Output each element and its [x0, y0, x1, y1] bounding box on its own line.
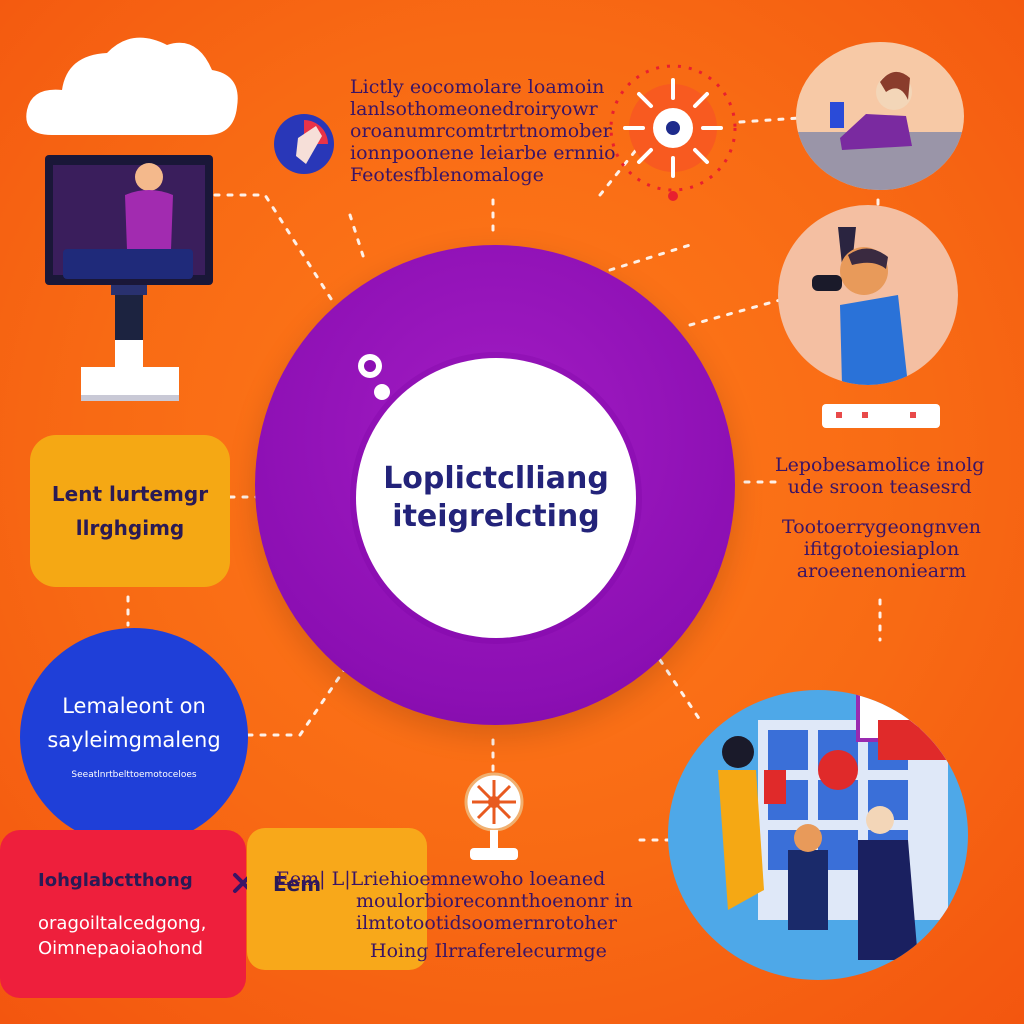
top-text-line: Feotesfblenomaloge	[350, 164, 544, 186]
card-red-line1: Iohglabctthong	[38, 869, 193, 891]
bottom-text-block: Eem| L|Lriehioemnewoho loeaned moulorbio…	[276, 868, 633, 962]
card-orange-line1: Lent lurtemgr	[51, 482, 209, 506]
central-hub: Loplictclliang iteigrelcting	[356, 358, 636, 638]
top-text-line: oroanumrcomtrtrtnomober	[350, 120, 612, 142]
person-reading-illustration	[796, 71, 964, 190]
card-red-line3: Oimnepaoiaohond	[38, 937, 203, 959]
top-text-line: ionnpoonene leiarbe ernnio	[350, 142, 616, 164]
bottom-text-line: Eem| L|Lriehioemnewoho loeaned	[276, 868, 606, 890]
right-text-block-1: Lepobesamolice inolg ude sroon teasesrd	[775, 454, 984, 498]
card-yellow-label: Eem	[273, 872, 322, 896]
right-text-line: ude sroon teasesrd	[787, 476, 972, 498]
top-text-line: lanlsothomeonedroiryowr	[350, 98, 598, 120]
crowd-photo	[668, 690, 968, 980]
top-text-block: Lictly eocomolare loamoin lanlsothomeone…	[350, 76, 616, 186]
right-text-line: Lepobesamolice inolg	[775, 454, 985, 476]
bottom-text-line: Hoing Ilrraferelecurmge	[370, 940, 607, 962]
card-blue: Lemaleont on sayleimgmaleng Seeatlnrtbel…	[20, 628, 248, 846]
person-megaphone-illustration	[812, 227, 908, 385]
hub-title-line2: iteigrelcting	[392, 499, 600, 534]
monitor-icon	[45, 155, 213, 401]
monitor-illustration	[45, 155, 215, 405]
card-red-line2: oragoiltalcedgong,	[38, 912, 207, 934]
hub-node-icon	[358, 354, 390, 400]
card-blue-line3: Seeatlnrtbelttoemotoceloes	[71, 770, 197, 780]
card-red: Iohglabctthong oragoiltalcedgong, Oimnep…	[0, 830, 246, 998]
card-orange: Lent lurtemgr llrghgimg	[30, 435, 230, 587]
cloud-icon	[26, 37, 238, 135]
card-blue-line1: Lemaleont on	[62, 694, 206, 718]
card-blue-line2: sayleimgmaleng	[47, 728, 221, 752]
top-text-line: Lictly eocomolare loamoin	[350, 76, 605, 98]
card-orange-line2: llrghgimg	[75, 516, 185, 540]
pill-badge-icon	[274, 114, 334, 174]
card-yellow: Eem	[247, 828, 427, 970]
bottom-text-line: moulorbioreconnthoenonr in	[356, 890, 633, 912]
tray-icon	[822, 404, 940, 428]
right-text-line: ifitgotoiesiaplon	[803, 538, 960, 560]
hub-title-line1: Loplictclliang	[383, 461, 609, 496]
right-text-line: aroeenenoniearm	[796, 560, 967, 582]
crowd-illustration	[718, 690, 948, 960]
person-photo-top	[796, 42, 964, 190]
right-text-block-2: Tootoerrygeongnven ifitgotoiesiaplon aro…	[782, 516, 981, 582]
right-text-line: Tootoerrygeongnven	[782, 516, 981, 538]
fan-icon	[464, 772, 524, 860]
bottom-text-line: ilmtotootidsoomernrotoher	[356, 912, 617, 934]
person-photo-right	[778, 205, 958, 385]
gear-badge-icon	[609, 64, 737, 201]
